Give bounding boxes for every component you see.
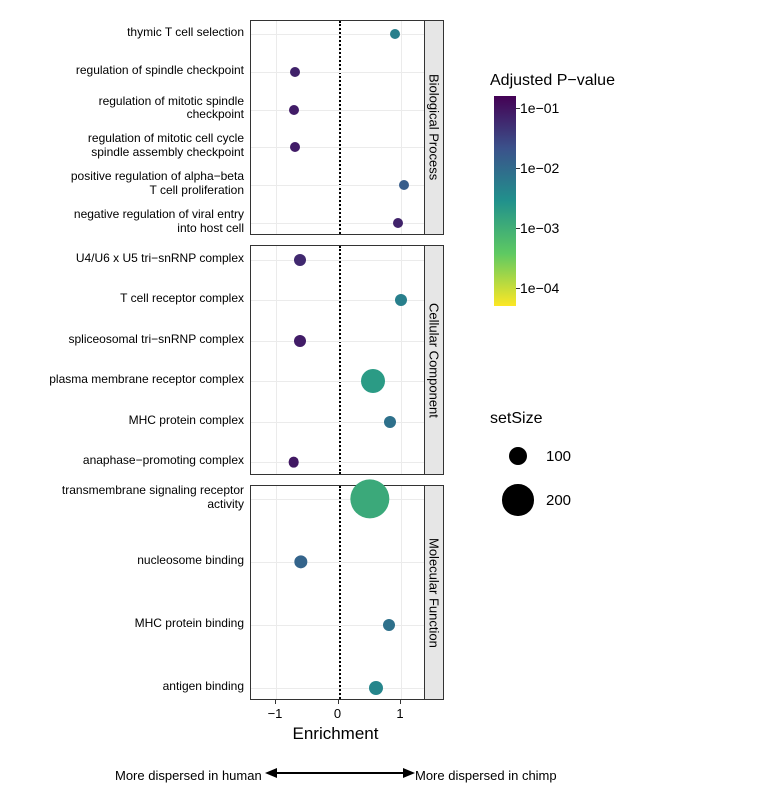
y-tick-label: regulation of spindle checkpoint: [4, 64, 244, 78]
data-point: [350, 479, 389, 518]
color-legend-title: Adjusted P−value: [490, 72, 615, 90]
caption-left: More dispersed in human: [115, 768, 262, 783]
facet-strip: Biological Process: [424, 20, 444, 235]
gridline: [251, 147, 424, 148]
size-legend-title: setSize: [490, 410, 571, 428]
facet-strip-label: Molecular Function: [427, 538, 442, 648]
y-tick-label: regulation of mitotic cell cyclespindle …: [4, 133, 244, 161]
y-tick-label: transmembrane signaling receptoractivity: [4, 484, 244, 512]
size-legend-row: 200: [490, 478, 571, 522]
y-tick-label: regulation of mitotic spindlecheckpoint: [4, 95, 244, 123]
y-tick-label: spliceosomal tri−snRNP complex: [4, 333, 244, 347]
gridline: [276, 21, 277, 234]
x-tick: [400, 700, 401, 704]
y-tick-label: negative regulation of viral entryinto h…: [4, 208, 244, 236]
x-tick: [275, 700, 276, 704]
y-tick-label: thymic T cell selection: [4, 26, 244, 40]
size-swatch: [490, 484, 546, 515]
gridline: [251, 341, 424, 342]
y-tick-label: anaphase−promoting complex: [4, 454, 244, 468]
data-point: [289, 105, 299, 115]
gridline: [251, 110, 424, 111]
caption-right: More dispersed in chimp: [415, 768, 557, 783]
facet-strip-label: Cellular Component: [427, 303, 442, 418]
data-point: [290, 67, 300, 77]
colorbar-tick-label: 1e−01: [520, 100, 559, 116]
gridline: [251, 499, 424, 500]
size-swatch: [490, 447, 546, 465]
double-arrow-icon: [265, 766, 415, 780]
zero-line: [339, 246, 341, 474]
facet-0: Biological Process: [250, 20, 425, 235]
data-point: [384, 416, 396, 428]
size-swatch-label: 200: [546, 492, 571, 509]
facet-2: Molecular Function: [250, 485, 425, 700]
gridline: [251, 260, 424, 261]
data-point: [294, 254, 306, 266]
size-swatch-circle: [502, 484, 533, 515]
data-point: [369, 681, 383, 695]
x-tick-label: −1: [268, 706, 283, 721]
x-tick-label: 0: [334, 706, 341, 721]
gridline: [251, 185, 424, 186]
data-point: [383, 619, 395, 631]
y-tick-label: positive regulation of alpha−betaT cell …: [4, 170, 244, 198]
gridline: [251, 381, 424, 382]
facet-strip: Cellular Component: [424, 245, 444, 475]
facet-strip-label: Biological Process: [427, 74, 442, 180]
gridline: [251, 422, 424, 423]
y-tick-label: MHC protein complex: [4, 414, 244, 428]
gridline: [401, 246, 402, 474]
gridline: [251, 688, 424, 689]
x-tick: [338, 700, 339, 704]
data-point: [294, 555, 307, 568]
data-point: [361, 369, 385, 393]
size-swatch-label: 100: [546, 448, 571, 465]
color-legend: Adjusted P−value 1e−011e−021e−031e−04: [490, 72, 615, 306]
gridline: [251, 562, 424, 563]
data-point: [294, 335, 306, 347]
size-swatch-circle: [509, 447, 527, 465]
data-point: [399, 180, 409, 190]
y-tick-label: U4/U6 x U5 tri−snRNP complex: [4, 252, 244, 266]
colorbar-tick-label: 1e−04: [520, 280, 559, 296]
gridline: [251, 625, 424, 626]
facet-1: Cellular Component: [250, 245, 425, 475]
data-point: [288, 457, 299, 468]
data-point: [290, 142, 300, 152]
y-tick-label: MHC protein binding: [4, 617, 244, 631]
facet-strip: Molecular Function: [424, 485, 444, 700]
colorbar-tick-label: 1e−02: [520, 160, 559, 176]
gridline: [401, 21, 402, 234]
gridline: [276, 246, 277, 474]
x-axis-title: Enrichment: [293, 724, 379, 744]
zero-line: [339, 21, 341, 234]
gridline: [401, 486, 402, 699]
y-tick-label: plasma membrane receptor complex: [4, 373, 244, 387]
gridline: [251, 72, 424, 73]
size-legend-row: 100: [490, 434, 571, 478]
y-tick-label: nucleosome binding: [4, 554, 244, 568]
data-point: [393, 218, 403, 228]
data-point: [395, 294, 407, 306]
colorbar-tick-label: 1e−03: [520, 220, 559, 236]
size-legend: setSize 100 200: [490, 410, 571, 522]
y-tick-label: T cell receptor complex: [4, 292, 244, 306]
plot-area: Biological ProcessCellular ComponentMole…: [250, 20, 445, 700]
gridline: [276, 486, 277, 699]
colorbar: 1e−011e−021e−031e−04: [494, 96, 516, 306]
y-tick-label: antigen binding: [4, 680, 244, 694]
zero-line: [339, 486, 341, 699]
data-point: [390, 29, 400, 39]
x-tick-label: 1: [396, 706, 403, 721]
gridline: [251, 462, 424, 463]
